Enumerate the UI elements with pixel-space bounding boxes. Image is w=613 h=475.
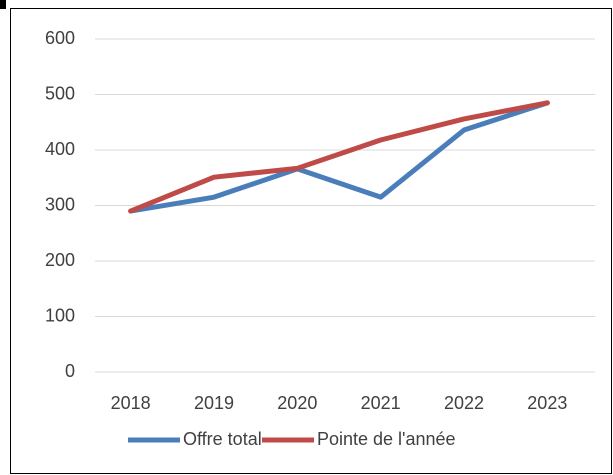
y-tick-label: 100	[45, 305, 75, 325]
legend-label: Pointe de l'année	[317, 429, 456, 449]
x-tick-label: 2023	[527, 393, 567, 413]
x-tick-label: 2018	[111, 393, 151, 413]
y-tick-label: 200	[45, 250, 75, 270]
series-line	[128, 100, 550, 214]
x-tick-label: 2020	[277, 393, 317, 413]
y-tick-label: 300	[45, 194, 75, 214]
x-tick-label: 2019	[194, 393, 234, 413]
y-tick-label: 0	[65, 361, 75, 381]
y-tick-label: 500	[45, 83, 75, 103]
legend-label: Offre total	[183, 429, 262, 449]
series-line	[128, 100, 550, 214]
y-tick-label: 600	[45, 28, 75, 48]
chart-frame	[10, 8, 612, 474]
x-tick-label: 2022	[444, 393, 484, 413]
corner-mark	[0, 0, 6, 9]
x-tick-label: 2021	[361, 393, 401, 413]
y-tick-label: 400	[45, 139, 75, 159]
